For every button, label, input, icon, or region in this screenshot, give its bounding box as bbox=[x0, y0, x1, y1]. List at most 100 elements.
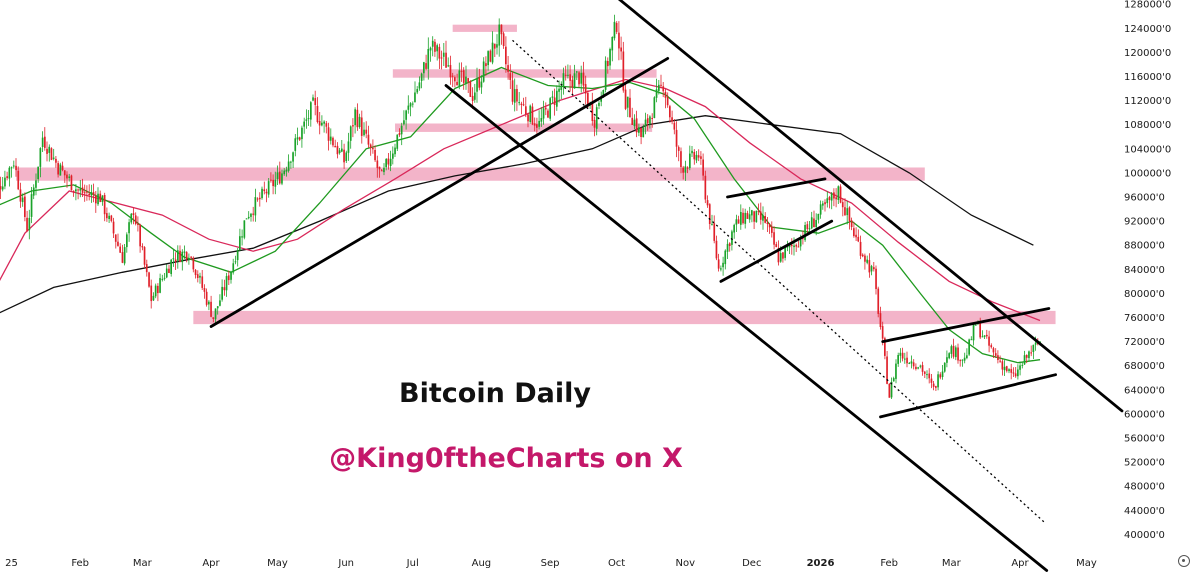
candle bbox=[429, 46, 432, 62]
price-zone-2 bbox=[392, 69, 657, 78]
candle bbox=[859, 235, 862, 260]
candle bbox=[460, 62, 463, 82]
candle bbox=[638, 123, 640, 137]
candle bbox=[806, 221, 809, 235]
candle bbox=[1003, 360, 1006, 376]
candle bbox=[19, 182, 22, 208]
candle bbox=[888, 383, 891, 398]
candle bbox=[41, 131, 44, 152]
candle bbox=[702, 153, 704, 181]
candle bbox=[662, 82, 665, 98]
candle bbox=[735, 214, 738, 232]
candle bbox=[97, 187, 99, 206]
y-tick-label: 88000'0 bbox=[1124, 241, 1165, 252]
candle bbox=[753, 210, 755, 229]
candle bbox=[250, 212, 252, 222]
x-tick-label: Jul bbox=[406, 558, 419, 569]
candle bbox=[1028, 350, 1030, 361]
candle bbox=[994, 348, 997, 358]
candle bbox=[298, 136, 301, 141]
candle bbox=[751, 209, 753, 223]
candle bbox=[272, 174, 274, 195]
candle bbox=[717, 253, 720, 272]
candle bbox=[283, 168, 286, 176]
candle bbox=[910, 355, 913, 369]
candle bbox=[837, 185, 840, 204]
candle bbox=[496, 34, 498, 55]
candle bbox=[440, 50, 443, 70]
candle bbox=[593, 116, 596, 137]
candle bbox=[225, 272, 228, 297]
candle bbox=[857, 229, 860, 243]
candle bbox=[1032, 344, 1035, 359]
candle bbox=[12, 160, 15, 169]
candle bbox=[615, 21, 618, 35]
candle bbox=[986, 329, 988, 339]
candle bbox=[194, 269, 197, 279]
candle bbox=[0, 176, 2, 199]
candle bbox=[733, 223, 735, 239]
candle bbox=[143, 246, 146, 268]
trendline-7 bbox=[881, 307, 1051, 344]
candle bbox=[957, 343, 959, 364]
candle bbox=[999, 355, 1001, 363]
candle bbox=[449, 55, 452, 85]
price-zone-3 bbox=[395, 123, 653, 132]
x-tick-label: Oct bbox=[608, 558, 625, 569]
candle bbox=[75, 184, 77, 201]
y-tick-label: 80000'0 bbox=[1124, 289, 1165, 300]
candle bbox=[179, 245, 181, 263]
candle bbox=[997, 350, 999, 364]
candle bbox=[294, 134, 297, 157]
candle bbox=[278, 161, 281, 185]
candle bbox=[655, 78, 658, 103]
candle bbox=[185, 251, 188, 263]
candle bbox=[327, 122, 330, 151]
candle bbox=[777, 240, 780, 266]
candle bbox=[174, 252, 177, 270]
candle bbox=[462, 67, 465, 90]
candle bbox=[35, 173, 37, 196]
candle bbox=[722, 256, 724, 276]
candle bbox=[256, 197, 259, 202]
candle bbox=[748, 206, 751, 223]
candle bbox=[442, 43, 445, 66]
resistance-support-zones bbox=[16, 24, 1056, 325]
candle bbox=[157, 283, 159, 302]
candle bbox=[562, 67, 565, 95]
candle bbox=[1030, 345, 1032, 357]
candle bbox=[183, 245, 186, 259]
candle bbox=[540, 107, 543, 127]
candle bbox=[618, 21, 620, 61]
author-handle: @King0ftheCharts on X bbox=[329, 443, 683, 474]
candle bbox=[675, 121, 678, 158]
candle bbox=[839, 184, 842, 204]
candle bbox=[826, 191, 829, 208]
candle bbox=[276, 165, 279, 185]
candle bbox=[110, 214, 113, 223]
candle bbox=[316, 97, 319, 124]
candle bbox=[547, 108, 549, 119]
candle bbox=[265, 188, 268, 203]
settings-icon[interactable] bbox=[1178, 555, 1190, 567]
trendlines bbox=[209, 0, 1124, 572]
y-tick-label: 52000'0 bbox=[1124, 458, 1165, 469]
y-tick-label: 100000'0 bbox=[1124, 168, 1171, 179]
candle bbox=[301, 125, 303, 148]
candle bbox=[24, 192, 26, 222]
candle bbox=[325, 121, 328, 134]
candle bbox=[314, 90, 317, 116]
candle bbox=[868, 253, 871, 278]
candle bbox=[635, 110, 638, 138]
candle bbox=[835, 188, 837, 208]
candle bbox=[948, 352, 950, 360]
candle bbox=[611, 36, 614, 62]
candle bbox=[103, 192, 106, 222]
candle bbox=[731, 229, 733, 251]
candle bbox=[230, 270, 232, 284]
candle bbox=[99, 190, 102, 203]
candle bbox=[775, 241, 778, 248]
candle bbox=[877, 286, 880, 318]
candle bbox=[890, 377, 893, 399]
candle bbox=[879, 306, 882, 330]
